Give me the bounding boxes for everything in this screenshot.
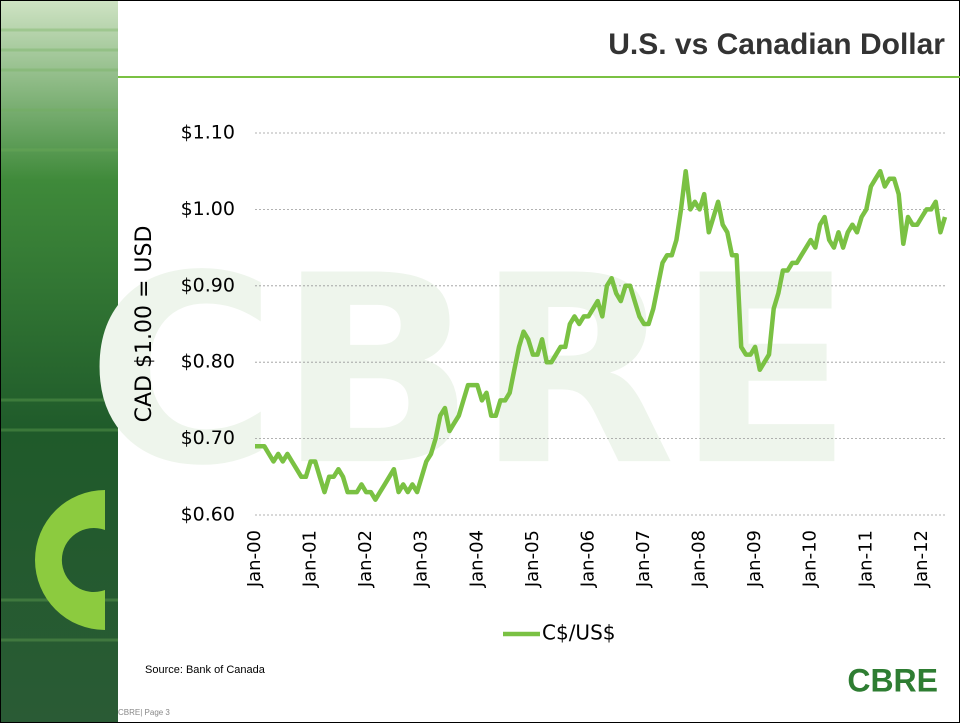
x-tick-label: Jan-12 [911, 530, 932, 588]
slide-title: U.S. vs Canadian Dollar [608, 28, 945, 61]
y-tick-label: $1.00 [181, 198, 235, 220]
x-tick-label: Jan-03 [411, 530, 432, 588]
y-tick-label: $0.70 [181, 427, 235, 449]
x-tick-label: Jan-11 [855, 530, 876, 588]
y-tick-label: $0.60 [181, 504, 235, 526]
y-tick-label: $0.80 [181, 351, 235, 373]
page-number: CBRE| Page 3 [118, 708, 170, 717]
x-tick-label: Jan-06 [577, 530, 598, 588]
data-line [255, 168, 948, 502]
x-tick-label: Jan-10 [800, 530, 821, 588]
x-tick-label: Jan-01 [300, 530, 321, 588]
x-tick-label: Jan-09 [744, 530, 765, 588]
y-tick-label: $1.10 [181, 122, 235, 144]
x-tick-label: Jan-02 [355, 530, 376, 588]
x-tick-label: Jan-00 [244, 530, 265, 588]
watermark: CBRE [87, 221, 854, 523]
x-tick-label: Jan-05 [522, 530, 543, 588]
y-axis-label: CAD $1.00 = USD [132, 226, 157, 423]
logo: CBRE [847, 662, 938, 698]
legend-label: C$/US$ [542, 621, 616, 645]
x-tick-label: Jan-07 [633, 530, 654, 588]
side-ring [35, 490, 105, 630]
x-tick-label: Jan-04 [466, 530, 487, 588]
y-tick-label: $0.90 [181, 274, 235, 296]
x-tick-label: Jan-08 [689, 530, 710, 588]
source: Source: Bank of Canada [145, 664, 266, 676]
